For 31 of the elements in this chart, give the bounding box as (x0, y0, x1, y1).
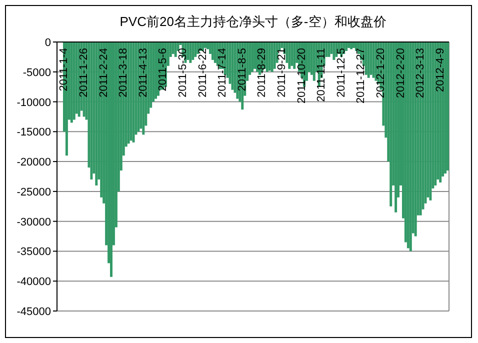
y-tick-label: -15000 (16, 126, 51, 139)
x-tick-label: 2011-1-4 (58, 48, 70, 92)
x-tick-label: 2011-12-27 (355, 48, 368, 104)
x-tick-label: 2011-4-13 (137, 48, 150, 98)
x-tick-label: 2011-7-14 (216, 48, 229, 98)
x-tick-label: 2011-2-24 (98, 48, 110, 98)
x-tick-label: 2012-1-20 (374, 48, 387, 98)
y-tick-label: -30000 (16, 216, 51, 228)
y-tick-label: -40000 (16, 276, 51, 288)
y-tick-label: -35000 (16, 246, 51, 258)
x-tick-label: 2011-9-21 (276, 48, 288, 98)
x-tick-label: 2011-8-5 (236, 48, 248, 92)
y-tick-label: -10000 (16, 96, 51, 109)
chart-title: PVC前20名主力持仓净头寸（多-空）和收盘价 (120, 14, 386, 29)
x-tick-label: 2011-5-6 (157, 48, 170, 92)
x-tick-label: 2011-6-22 (196, 48, 209, 98)
x-tick-label: 2012-4-9 (434, 48, 446, 92)
x-tick-label: 2011-11-11 (316, 48, 328, 102)
y-tick-label: -25000 (16, 186, 51, 198)
x-tick-label: 2011-5-30 (177, 48, 190, 98)
x-tick-label: 2012-2-20 (394, 48, 407, 98)
x-tick-label: 2011-12-5 (335, 48, 348, 98)
y-tick-label: 0 (44, 37, 51, 49)
x-tick-label: 2011-1-26 (78, 48, 90, 98)
x-tick-label: 2012-3-13 (414, 48, 427, 98)
x-tick-label: 2011-8-29 (256, 48, 268, 98)
y-tick-label: -5000 (22, 66, 51, 79)
y-tick-label: -45000 (16, 306, 51, 318)
x-tick-label: 2011-10-20 (296, 48, 308, 104)
x-tick-label: 2011-3-18 (118, 48, 130, 98)
y-tick-label: -20000 (16, 156, 51, 169)
